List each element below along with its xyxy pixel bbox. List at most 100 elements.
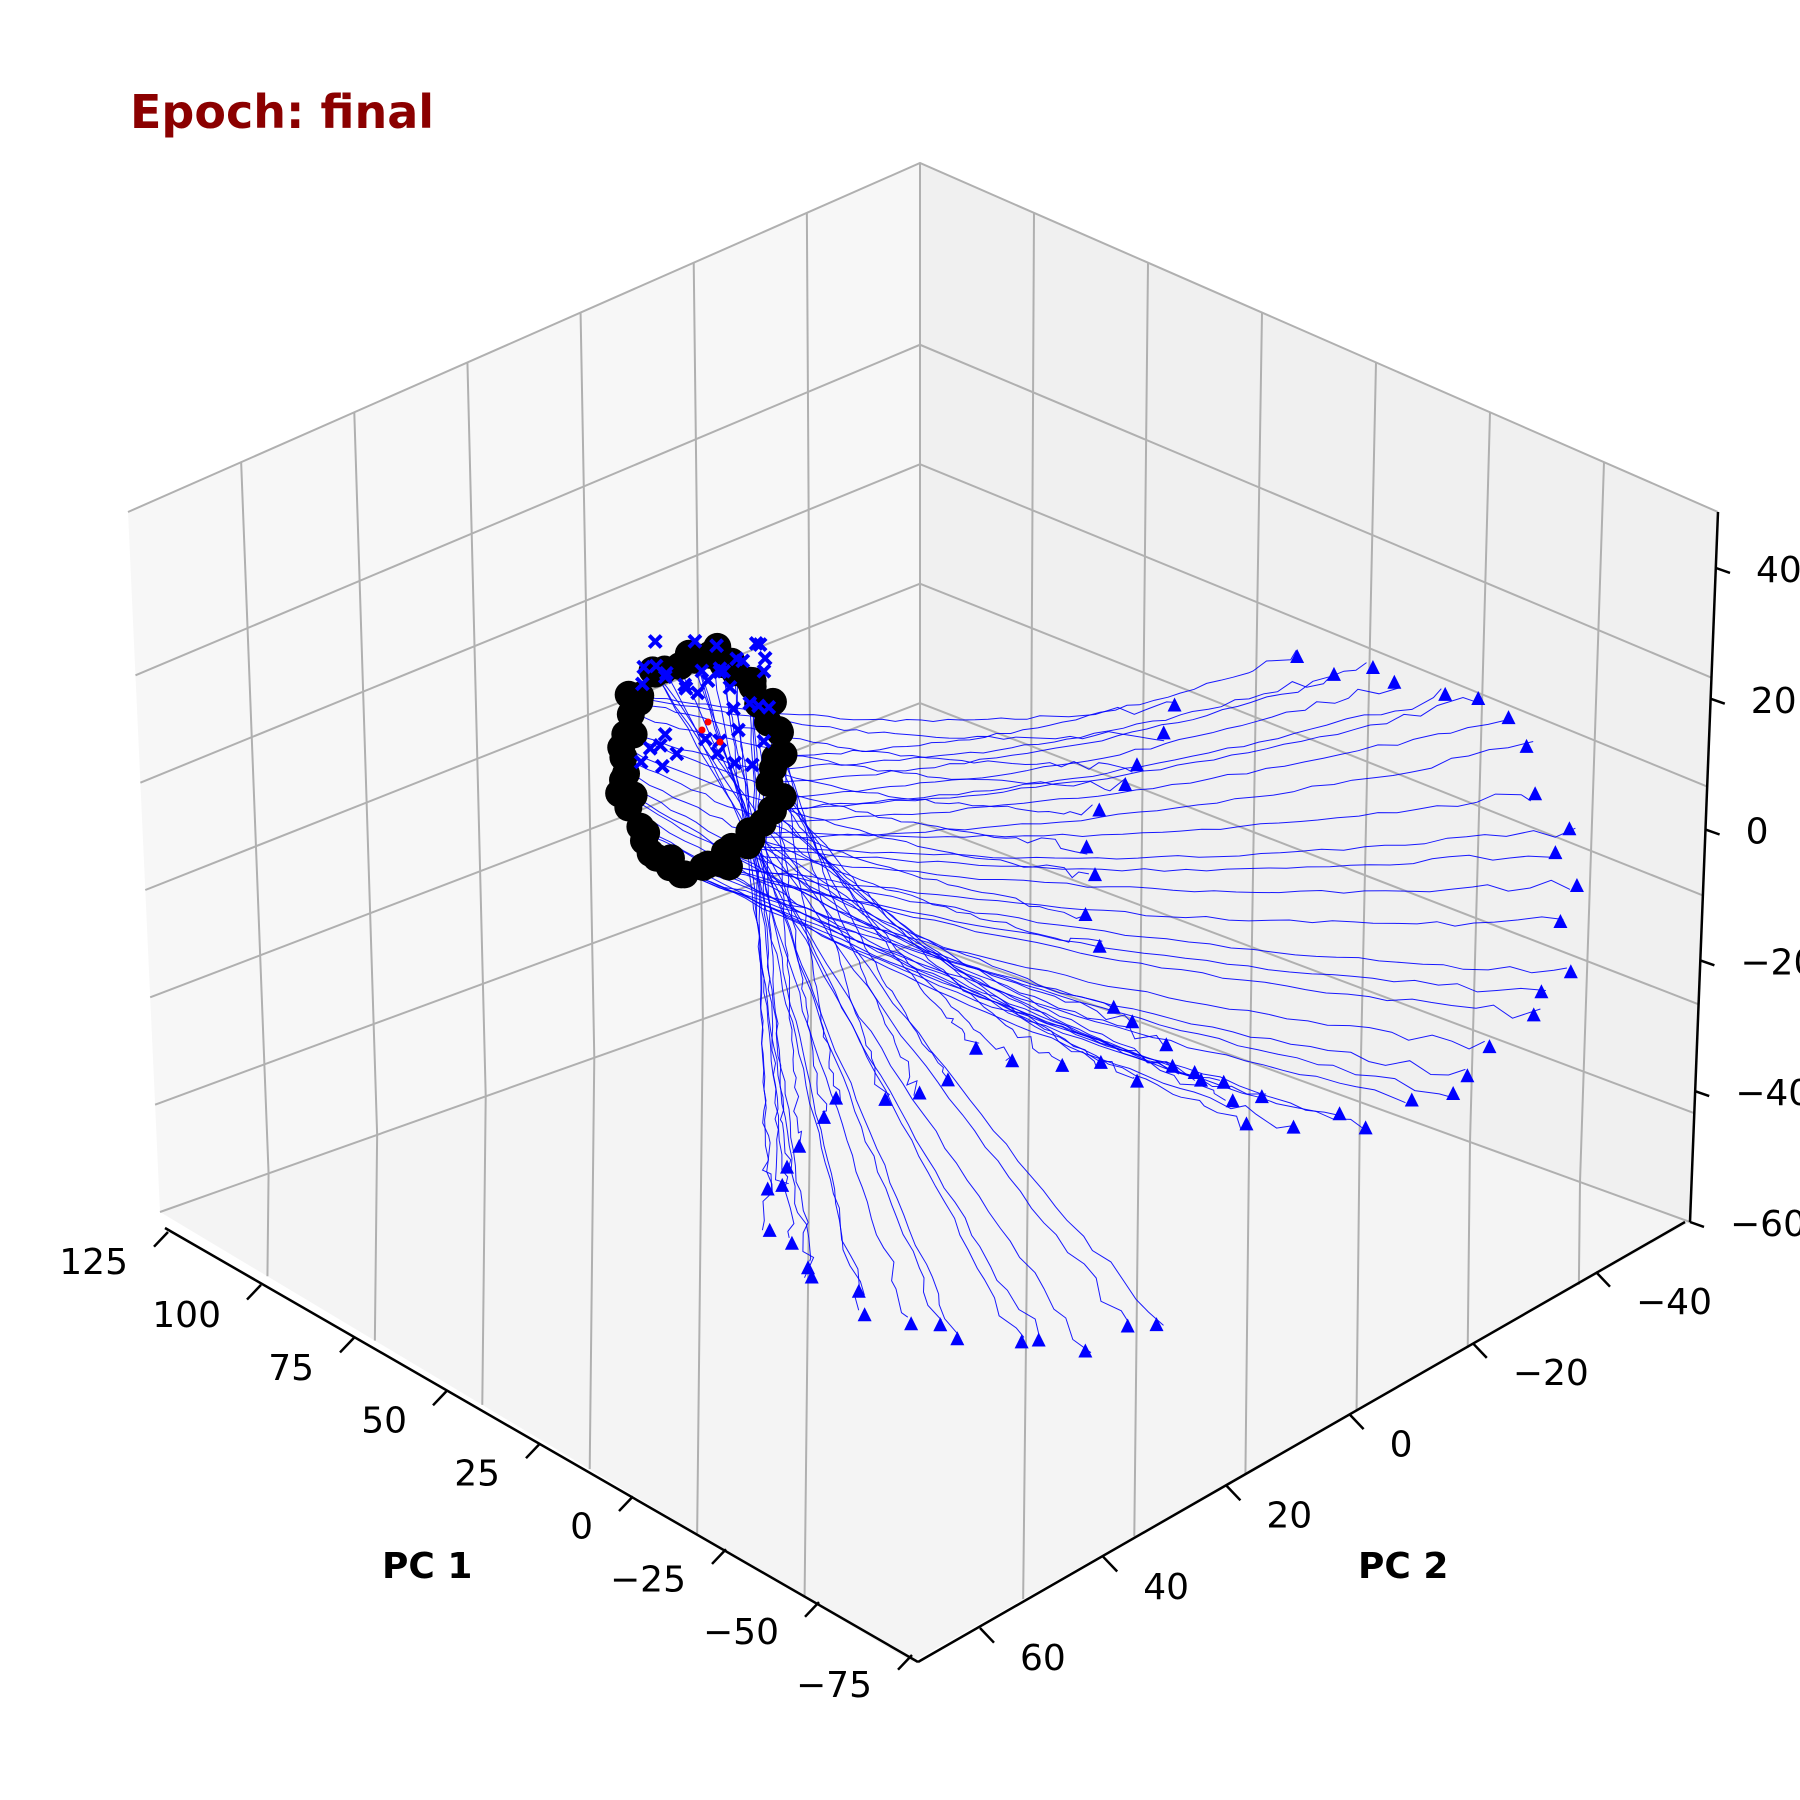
trajectory-line bbox=[746, 844, 1242, 1130]
x-ticks: 125 100 75 50 25 0 −25 −50 −75 bbox=[59, 1231, 913, 1706]
end-marker bbox=[1548, 845, 1563, 860]
trajectory-line bbox=[747, 827, 1576, 860]
y-tick-label: 60 bbox=[1020, 1638, 1066, 1679]
x-tick-label: −25 bbox=[610, 1559, 686, 1600]
trajectory-line bbox=[623, 758, 1088, 919]
trajectory-line bbox=[749, 679, 773, 1231]
end-marker bbox=[1286, 1119, 1301, 1134]
y-tick-label: −20 bbox=[1513, 1353, 1589, 1394]
end-marker bbox=[1358, 1120, 1373, 1135]
pane-floor bbox=[160, 942, 1690, 1662]
x-tick-mark bbox=[339, 1336, 355, 1354]
end-marker bbox=[1005, 1053, 1020, 1068]
z-tick-label: −40 bbox=[1735, 1073, 1800, 1114]
trajectory-line bbox=[621, 747, 1089, 879]
trajectory-line bbox=[760, 822, 1180, 1075]
trajectory-line bbox=[770, 688, 1442, 811]
x-tick-mark bbox=[153, 1231, 169, 1248]
end-marker bbox=[1216, 1074, 1231, 1089]
x-marker bbox=[698, 731, 713, 747]
end-marker bbox=[1471, 691, 1486, 706]
y-tick-label: 40 bbox=[1143, 1567, 1189, 1608]
trajectory-line bbox=[644, 833, 1267, 1095]
trajectory-line bbox=[721, 664, 812, 1262]
end-marker bbox=[1438, 686, 1453, 701]
trajectory-line bbox=[643, 839, 1294, 1129]
trajectory-line bbox=[708, 862, 1541, 1019]
end-marker bbox=[780, 1159, 795, 1174]
end-marker bbox=[1106, 999, 1121, 1014]
z-tick-mark bbox=[1689, 1220, 1705, 1229]
trajectory-line bbox=[693, 660, 942, 1321]
y-tick-label: 20 bbox=[1266, 1496, 1312, 1537]
trajectory-line bbox=[710, 655, 861, 1311]
z-tick-mark bbox=[1699, 959, 1715, 967]
x-marker bbox=[658, 665, 674, 681]
end-marker bbox=[1187, 1065, 1202, 1080]
x-marker bbox=[634, 676, 650, 692]
y-tick-mark bbox=[979, 1627, 995, 1644]
end-marker bbox=[969, 1040, 984, 1055]
x-tick-label: 125 bbox=[59, 1242, 128, 1283]
end-marker bbox=[1156, 725, 1171, 740]
x-tick-mark bbox=[432, 1389, 448, 1407]
x-tick-mark bbox=[804, 1601, 820, 1618]
y-tick-mark bbox=[1348, 1413, 1365, 1430]
x-tick-mark bbox=[246, 1284, 262, 1301]
end-marker bbox=[1149, 1317, 1164, 1332]
end-marker bbox=[1332, 1106, 1347, 1121]
end-marker bbox=[933, 1317, 948, 1332]
y-tick-mark bbox=[1225, 1484, 1242, 1502]
trajectory-line bbox=[752, 741, 1534, 839]
x-marker bbox=[653, 737, 668, 753]
end-marker bbox=[775, 1177, 790, 1192]
z-tick-label: −20 bbox=[1740, 942, 1800, 983]
x-marker bbox=[690, 685, 706, 701]
z-ticks: 40 20 0 −20 −40 −60 bbox=[1689, 550, 1800, 1245]
end-marker bbox=[1569, 877, 1584, 892]
end-marker bbox=[792, 1138, 807, 1153]
end-marker bbox=[1460, 1068, 1475, 1083]
trajectory-line bbox=[751, 837, 1203, 1078]
trajectory-line bbox=[768, 662, 1367, 784]
trajectory-line bbox=[761, 720, 1505, 825]
x-marker bbox=[712, 664, 728, 680]
end-marker bbox=[1290, 648, 1305, 663]
x-marker bbox=[756, 733, 772, 749]
end-marker bbox=[1387, 674, 1402, 689]
x-marker bbox=[657, 726, 673, 742]
x-marker bbox=[744, 757, 760, 773]
trajectory-line bbox=[731, 660, 815, 1278]
x-marker bbox=[722, 679, 738, 695]
end-marker bbox=[1254, 1089, 1269, 1104]
trajectory-line bbox=[771, 696, 1480, 811]
x-marker bbox=[700, 673, 716, 688]
x-tick-mark bbox=[525, 1442, 541, 1460]
start-marker bbox=[693, 850, 722, 879]
end-marker bbox=[1165, 1058, 1180, 1073]
x-marker bbox=[712, 661, 728, 677]
end-marker bbox=[1225, 1093, 1240, 1108]
x-marker bbox=[647, 634, 663, 649]
end-marker bbox=[912, 1085, 927, 1100]
end-marker bbox=[1526, 1007, 1541, 1022]
start-marker bbox=[769, 740, 798, 769]
trajectory-line bbox=[618, 791, 1131, 1022]
end-marker bbox=[1501, 710, 1516, 725]
x-tick-label: 0 bbox=[570, 1506, 593, 1547]
z-axis-line bbox=[1688, 511, 1720, 1223]
end-marker bbox=[1078, 1343, 1093, 1358]
trajectory-line bbox=[670, 867, 1406, 1104]
trajectory-line bbox=[624, 773, 1103, 943]
z-tick-mark bbox=[1715, 566, 1731, 575]
end-marker bbox=[1482, 1039, 1497, 1054]
end-marker bbox=[801, 1260, 816, 1275]
center-marker bbox=[716, 738, 724, 746]
x-marker bbox=[633, 754, 649, 770]
trajectory-line bbox=[774, 674, 1333, 770]
trajectory-line bbox=[778, 731, 891, 1103]
z-tick-mark bbox=[1705, 828, 1721, 836]
trajectory-line bbox=[683, 872, 1485, 1050]
end-marker bbox=[1519, 738, 1534, 753]
x-marker bbox=[730, 722, 746, 738]
